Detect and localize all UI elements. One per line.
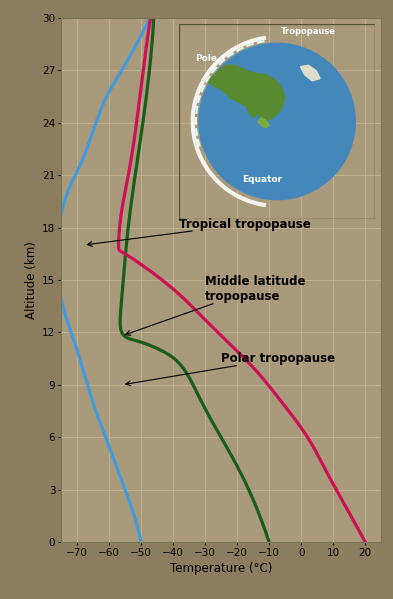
- Text: Polar tropopause: Polar tropopause: [126, 352, 335, 386]
- Text: Middle latitude
tropopause: Middle latitude tropopause: [126, 275, 305, 335]
- X-axis label: Temperature (°C): Temperature (°C): [170, 562, 272, 575]
- Y-axis label: Altitude (km): Altitude (km): [25, 241, 38, 319]
- Text: Tropical tropopause: Tropical tropopause: [87, 217, 311, 246]
